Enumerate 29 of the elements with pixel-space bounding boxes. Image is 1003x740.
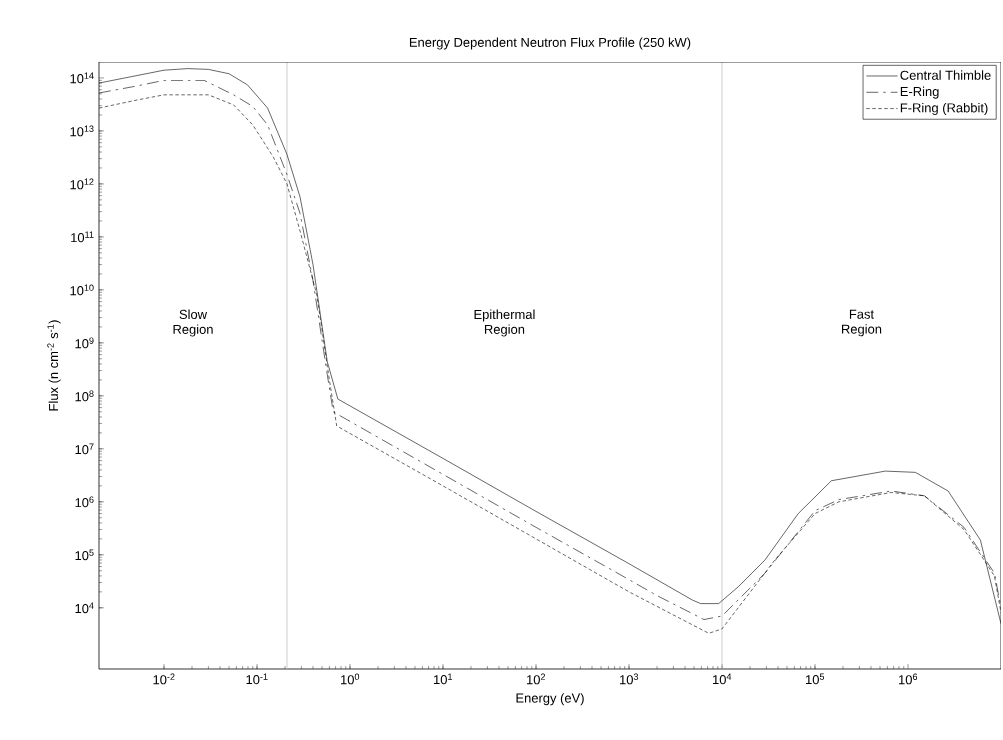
legend-label: F-Ring (Rabbit)	[900, 102, 988, 115]
annotation: Fast Region	[842, 309, 882, 337]
x-tick-label: 10$^{-1}$	[246, 673, 268, 685]
x-tick-label: 10$^{1}$	[434, 673, 453, 685]
x-tick-label: 10$^{5}$	[806, 673, 825, 685]
annotation: Epithermal Region	[474, 309, 535, 337]
x-tick-label: 10$^{6}$	[899, 673, 918, 685]
y-axis-title: Flux (n cm$^{-2}$ s$^{-1}$)	[47, 320, 61, 411]
y-tick-label: 10$^{11}$	[71, 231, 94, 243]
y-tick-label: 10$^{6}$	[75, 496, 94, 508]
legend-label: E-Ring	[900, 86, 939, 99]
y-tick-label: 10$^{14}$	[70, 72, 94, 84]
y-tick-label: 10$^{4}$	[75, 602, 94, 614]
x-tick-label: 10$^{4}$	[713, 673, 732, 685]
chart-title: Energy Dependent Neutron Flux Profile (250 kW)	[409, 37, 691, 50]
annotation: Slow Region	[173, 309, 213, 337]
legend-label: Central Thimble	[900, 70, 991, 80]
x-tick-label: 10$^{2}$	[527, 673, 546, 685]
y-tick-label: 10$^{9}$	[75, 337, 94, 349]
y-tick-label: 10$^{12}$	[70, 178, 94, 190]
x-tick-label: 10$^{0}$	[341, 673, 360, 685]
y-tick-label: 10$^{8}$	[75, 390, 94, 402]
x-tick-label: 10$^{-2}$	[153, 673, 175, 685]
x-axis-title: Energy (eV)	[516, 693, 584, 706]
y-tick-label: 10$^{13}$	[70, 125, 94, 137]
y-tick-label: 10$^{10}$	[70, 284, 94, 296]
y-tick-label: 10$^{5}$	[75, 549, 94, 561]
x-tick-label: 10$^{3}$	[620, 673, 639, 685]
y-tick-label: 10$^{7}$	[75, 443, 94, 455]
